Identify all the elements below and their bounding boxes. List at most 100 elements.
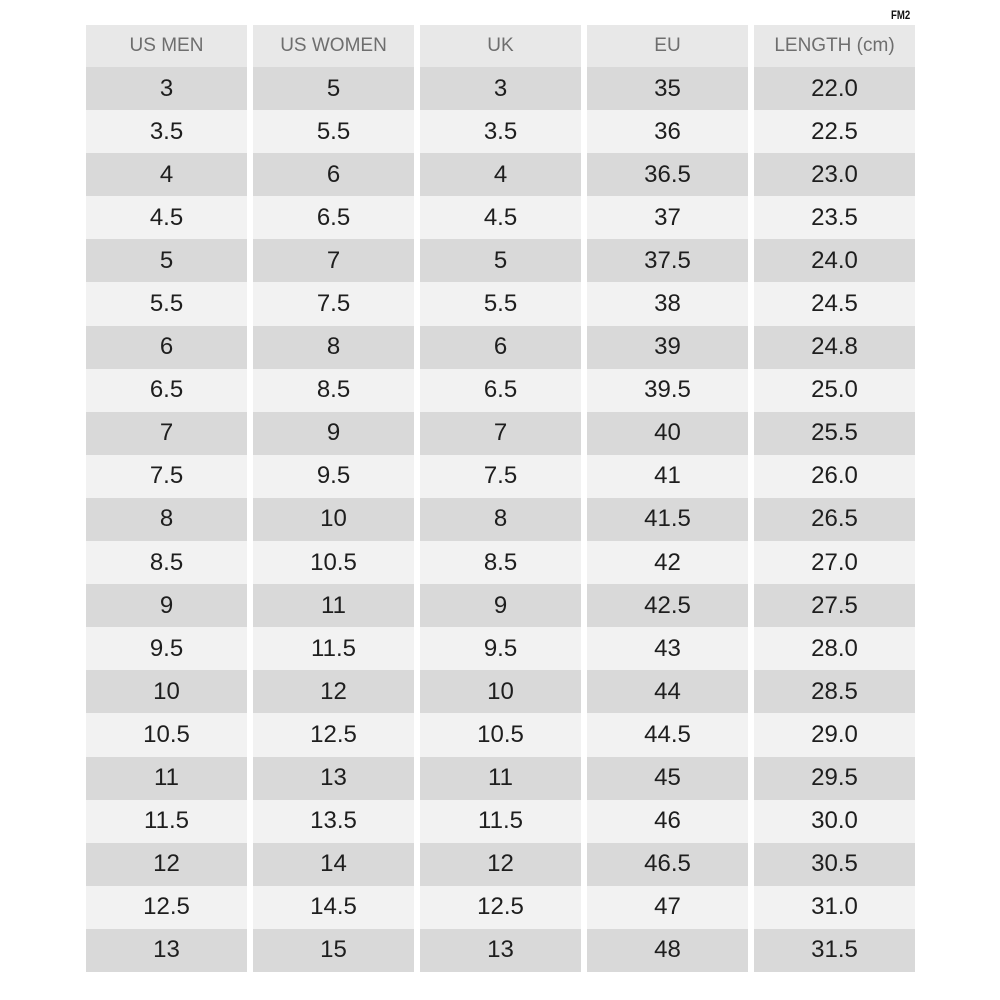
cell-length: 29.5 [754,756,915,800]
cell-uk: 3.5 [420,110,581,154]
header-us-women: US WOMEN [253,25,414,67]
size-chart-table: US MEN US WOMEN UK EU LENGTH (cm) 3 5 3 35 2… [86,25,915,972]
cell-uk: 12 [420,842,581,886]
chart-code-label: FM2 [891,8,911,22]
cell-uk: 6.5 [420,368,581,412]
cell-length: 22.5 [754,110,915,154]
table-row: 10.5 12.5 10.5 44.5 29.0 [86,713,915,757]
cell-length: 31.0 [754,885,915,929]
cell-length: 22.0 [754,67,915,111]
cell-us-men: 6 [86,325,247,369]
cell-uk: 6 [420,325,581,369]
cell-uk: 3 [420,67,581,111]
cell-us-men: 10.5 [86,713,247,757]
header-uk: UK [420,25,581,67]
table-row: 6 8 6 39 24.8 [86,325,915,369]
table-row: 12.5 14.5 12.5 47 31.0 [86,885,915,929]
table-row: 11 13 11 45 29.5 [86,756,915,800]
cell-uk: 9 [420,584,581,628]
table-header-row: US MEN US WOMEN UK EU LENGTH (cm) [86,25,915,67]
cell-eu: 45 [587,756,748,800]
header-length: LENGTH (cm) [754,25,915,67]
cell-us-women: 6 [253,153,414,197]
cell-us-women: 7 [253,239,414,283]
table-row: 5 7 5 37.5 24.0 [86,239,915,283]
cell-uk: 4.5 [420,196,581,240]
cell-us-men: 7 [86,411,247,455]
cell-uk: 7.5 [420,454,581,498]
table-row: 8.5 10.5 8.5 42 27.0 [86,541,915,585]
cell-us-women: 5.5 [253,110,414,154]
cell-length: 25.5 [754,411,915,455]
cell-us-women: 14 [253,842,414,886]
cell-us-men: 4 [86,153,247,197]
cell-eu: 48 [587,928,748,972]
cell-length: 23.5 [754,196,915,240]
cell-us-men: 5 [86,239,247,283]
cell-eu: 38 [587,282,748,326]
header-us-men: US MEN [86,25,247,67]
cell-uk: 8.5 [420,541,581,585]
cell-uk: 11.5 [420,799,581,843]
cell-uk: 13 [420,928,581,972]
cell-us-women: 14.5 [253,885,414,929]
cell-us-women: 9.5 [253,454,414,498]
table-row: 5.5 7.5 5.5 38 24.5 [86,282,915,326]
cell-length: 28.5 [754,670,915,714]
cell-eu: 47 [587,885,748,929]
cell-eu: 39.5 [587,368,748,412]
cell-us-women: 13.5 [253,799,414,843]
table-row: 10 12 10 44 28.5 [86,670,915,714]
cell-eu: 36 [587,110,748,154]
cell-us-men: 10 [86,670,247,714]
table-row: 13 15 13 48 31.5 [86,928,915,972]
cell-uk: 5.5 [420,282,581,326]
cell-us-men: 5.5 [86,282,247,326]
cell-us-men: 3.5 [86,110,247,154]
cell-us-women: 6.5 [253,196,414,240]
table-row: 11.5 13.5 11.5 46 30.0 [86,799,915,843]
cell-us-women: 13 [253,756,414,800]
table-row: 12 14 12 46.5 30.5 [86,842,915,886]
table-row: 8 10 8 41.5 26.5 [86,497,915,542]
cell-length: 26.5 [754,497,915,542]
table-row: 3 5 3 35 22.0 [86,67,915,111]
cell-uk: 4 [420,153,581,197]
cell-uk: 8 [420,497,581,542]
cell-us-women: 9 [253,411,414,455]
cell-eu: 42 [587,541,748,585]
cell-length: 29.0 [754,713,915,757]
table-body: 3 5 3 35 22.0 3.5 5.5 3.5 36 22.5 4 6 4 36.5 23.0 4.5 6.… [86,67,915,972]
cell-length: 27.5 [754,584,915,628]
cell-us-men: 6.5 [86,368,247,412]
table-row: 3.5 5.5 3.5 36 22.5 [86,110,915,154]
table-row: 9 11 9 42.5 27.5 [86,584,915,628]
cell-eu: 42.5 [587,584,748,628]
cell-eu: 44 [587,670,748,714]
cell-eu: 37.5 [587,239,748,283]
cell-us-women: 5 [253,67,414,111]
cell-uk: 12.5 [420,885,581,929]
cell-eu: 37 [587,196,748,240]
cell-eu: 41 [587,454,748,498]
cell-length: 25.0 [754,368,915,412]
cell-length: 28.0 [754,627,915,671]
cell-us-women: 10 [253,497,414,542]
cell-us-women: 8.5 [253,368,414,412]
cell-length: 23.0 [754,153,915,197]
table-row: 9.5 11.5 9.5 43 28.0 [86,627,915,671]
cell-eu: 41.5 [587,497,748,542]
cell-eu: 35 [587,67,748,111]
cell-us-women: 15 [253,928,414,972]
cell-eu: 39 [587,325,748,369]
header-eu: EU [587,25,748,67]
cell-length: 24.5 [754,282,915,326]
cell-us-women: 12.5 [253,713,414,757]
cell-uk: 10 [420,670,581,714]
cell-us-men: 11 [86,756,247,800]
cell-us-women: 12 [253,670,414,714]
cell-uk: 9.5 [420,627,581,671]
cell-length: 24.0 [754,239,915,283]
cell-us-men: 11.5 [86,799,247,843]
cell-us-men: 9 [86,584,247,628]
